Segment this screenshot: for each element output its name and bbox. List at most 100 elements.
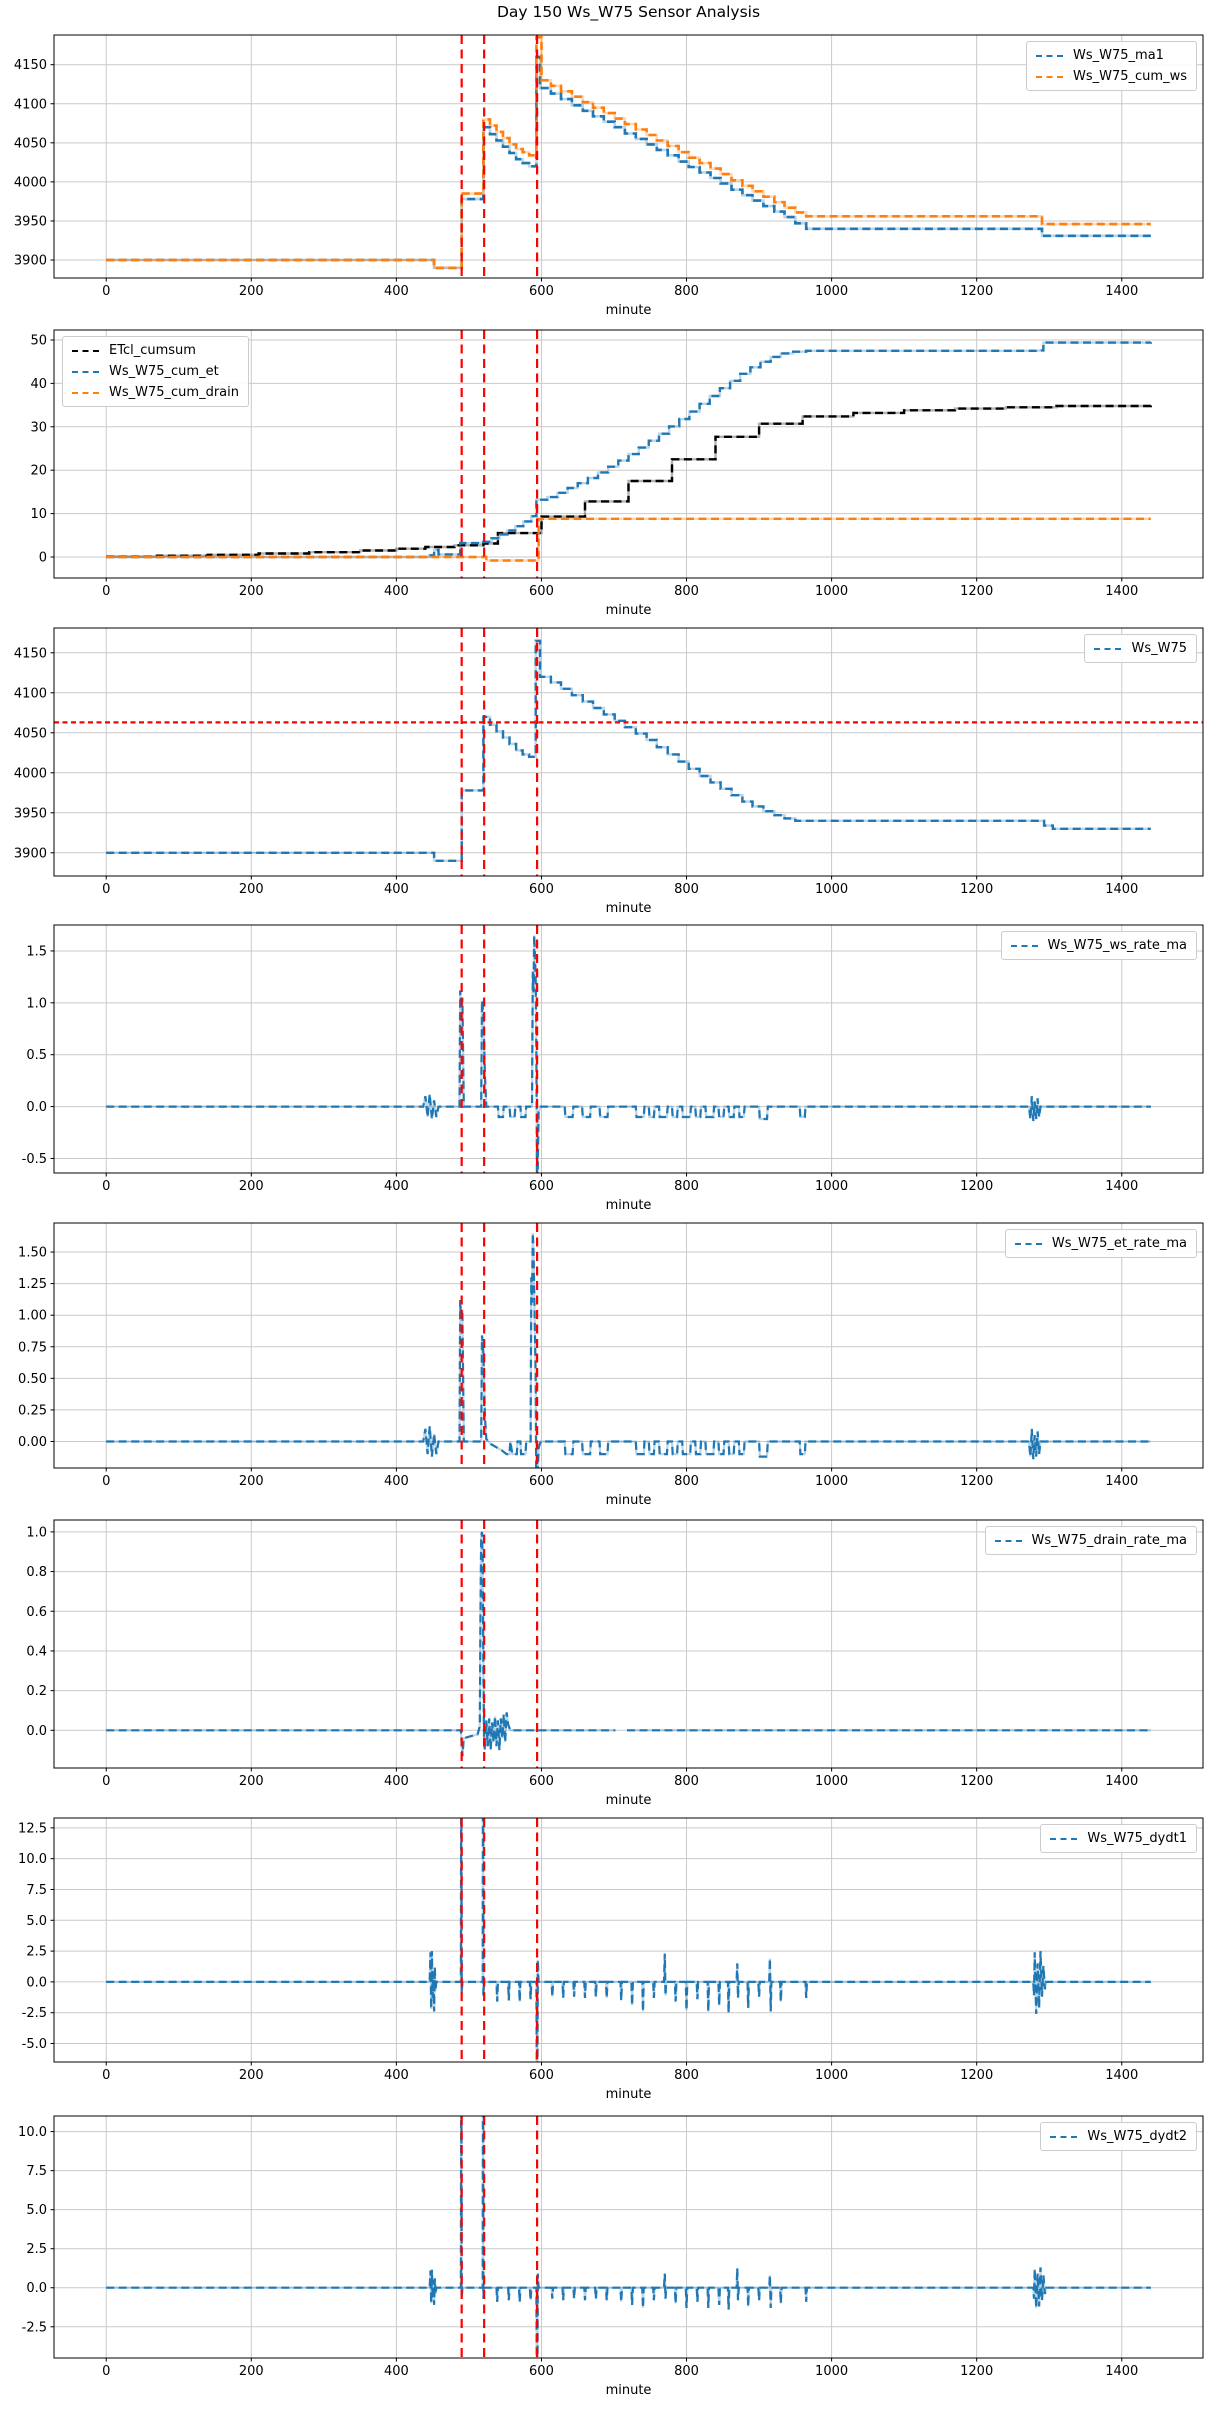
y-tick-label: 1.25 [18,1277,47,1292]
series-raw-Ws_W75_cum_et [106,341,1152,559]
legend-entry: ETcl_cumsum [72,342,239,359]
legend-label: Ws_W75 [1131,641,1187,656]
x-tick-label: 800 [674,584,699,599]
y-tick-label: 40 [30,377,47,392]
legend: Ws_W75_ma1 Ws_W75_cum_ws [1026,41,1197,91]
series-raw-Ws_W75_cum_ws [106,36,1151,270]
x-axis-label: minute [606,603,652,618]
legend-label: Ws_W75_dydt1 [1087,1831,1187,1846]
legend-line-sample-icon [1014,1242,1042,1245]
x-axis-label: minute [606,303,652,318]
y-tick-label: 10.0 [18,2125,47,2140]
x-tick-label: 1000 [815,1774,848,1789]
x-tick-label: 0 [102,1774,110,1789]
x-tick-label: 1000 [815,882,848,897]
x-tick-label: 400 [384,2068,409,2083]
legend-label: Ws_W75_et_rate_ma [1051,1236,1187,1251]
y-tick-label: 4050 [14,726,47,741]
legend: ETcl_cumsum Ws_W75_cum_et Ws_W75_cum_drain [62,336,249,407]
x-tick-label: 1000 [815,2364,848,2379]
series-Ws_W75_cum_drain [106,517,1151,562]
axes-frame [53,329,1204,579]
legend-line-sample-icon [1050,2135,1078,2138]
x-tick-label: 200 [239,2364,264,2379]
legend: Ws_W75 [1084,634,1197,663]
x-tick-label: 600 [529,2364,554,2379]
series-raw-ETcl_cumsum [106,404,1152,558]
legend-label: Ws_W75_ma1 [1073,48,1164,63]
x-tick-label: 0 [102,2364,110,2379]
x-tick-label: 1200 [960,2364,993,2379]
subplot-6: 0 200 400 600 800 1000 1200 1400 0.0 0.2 0.4 0.6 0.8… [26,1519,1204,1808]
x-tick-label: 200 [239,882,264,897]
x-axis-label: minute [606,2383,652,2398]
y-tick-label: 0.0 [26,2281,47,2296]
x-tick-label: 400 [384,584,409,599]
x-tick-label: 1200 [960,584,993,599]
x-tick-label: 1000 [815,2068,848,2083]
y-tick-label: 3900 [14,254,47,269]
y-tick-label: 0.0 [26,1724,47,1739]
x-tick-label: 1400 [1105,1474,1138,1489]
x-tick-label: 200 [239,1774,264,1789]
x-tick-label: 1000 [815,1474,848,1489]
y-tick-label: 1.5 [26,944,47,959]
legend: Ws_W75_et_rate_ma [1004,1229,1197,1258]
y-tick-label: 0.8 [26,1565,47,1580]
series-raw-Ws_W75_drain_rate_ma [106,1531,1151,1757]
y-tick-label: 3950 [14,214,47,229]
series-Ws_W75_ws_rate_ma [106,935,1151,1173]
x-axis-label: minute [606,901,652,916]
y-tick-label: 12.5 [18,1821,47,1836]
subplot-5: 0 200 400 600 800 1000 1200 1400 0.00 0.25 0.50 0.7… [18,1222,1204,1508]
x-tick-label: 0 [102,284,110,299]
x-tick-label: 800 [674,284,699,299]
series-raw-Ws_W75 [106,639,1151,862]
y-tick-label: 4000 [14,766,47,781]
y-tick-label: 3950 [14,806,47,821]
x-tick-label: 1000 [815,584,848,599]
series-Ws_W75_et_rate_ma [106,1233,1151,1468]
x-tick-label: 600 [529,1774,554,1789]
x-tick-label: 200 [239,2068,264,2083]
x-tick-label: 600 [529,882,554,897]
y-tick-label: 5.0 [26,2203,47,2218]
y-tick-label: 2.5 [26,1945,47,1960]
legend-entry: Ws_W75_ws_rate_ma [1010,937,1187,954]
x-tick-label: 1000 [815,1179,848,1194]
y-tick-label: -5.0 [22,2037,47,2052]
legend-line-sample-icon [994,1539,1022,1542]
x-tick-label: 0 [102,1179,110,1194]
axes-frame [53,924,1204,1174]
y-tick-label: 0.25 [18,1403,47,1418]
legend-label: Ws_W75_cum_ws [1073,69,1187,84]
y-tick-label: 7.5 [26,2164,47,2179]
x-tick-label: 400 [384,1179,409,1194]
legend-line-sample-icon [72,349,99,352]
y-tick-label: 1.50 [18,1246,47,1261]
x-tick-label: 1200 [960,2068,993,2083]
axes-frame [53,2115,1204,2359]
axes-frame [53,1222,1204,1469]
x-tick-label: 800 [674,882,699,897]
x-axis-label: minute [606,1493,652,1508]
series-raw-Ws_W75_ma1 [106,55,1151,270]
x-tick-label: 400 [384,1474,409,1489]
x-tick-label: 800 [674,1474,699,1489]
legend-entry: Ws_W75_cum_ws [1036,68,1187,85]
x-tick-label: 600 [529,284,554,299]
y-tick-label: 4050 [14,136,47,151]
x-tick-label: 1000 [815,284,848,299]
x-tick-label: 600 [529,584,554,599]
x-axis-label: minute [606,1793,652,1808]
y-tick-label: 1.00 [18,1309,47,1324]
legend-entry: Ws_W75_ma1 [1036,47,1187,64]
legend-line-sample-icon [1036,54,1064,57]
legend-label: Ws_W75_dydt2 [1087,2129,1187,2144]
series-Ws_W75_dydt1 [106,1818,1151,2062]
x-tick-label: 800 [674,1179,699,1194]
x-tick-label: 1400 [1105,2364,1138,2379]
x-tick-label: 400 [384,1774,409,1789]
